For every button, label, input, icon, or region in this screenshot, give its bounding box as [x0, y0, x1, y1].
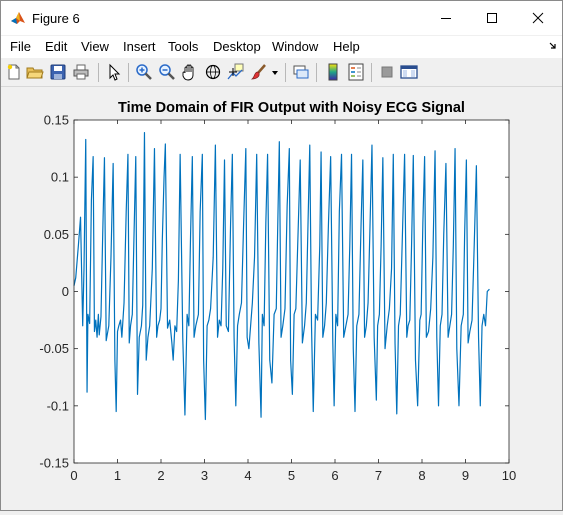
x-tick-label: 1	[114, 468, 121, 483]
x-tick-label: 7	[375, 468, 382, 483]
hide-plot-tools-icon[interactable]	[378, 63, 396, 81]
menu-help[interactable]: Help	[333, 39, 360, 54]
dock-arrow-icon[interactable]	[549, 42, 557, 50]
link-plot-icon[interactable]	[292, 63, 310, 81]
menu-tools[interactable]: Tools	[168, 39, 199, 54]
menu-view[interactable]: View	[81, 39, 109, 54]
x-tick-label: 2	[157, 468, 164, 483]
figure-toolbar	[1, 59, 562, 87]
brush-icon[interactable]	[250, 63, 268, 81]
menu-window[interactable]: Window	[272, 39, 319, 54]
y-tick-label: -0.05	[39, 341, 69, 356]
maximize-icon	[487, 13, 497, 23]
data-cursor-icon[interactable]	[227, 63, 245, 81]
zoom-in-icon[interactable]	[135, 63, 153, 81]
close-icon	[532, 12, 544, 24]
show-plot-tools-icon[interactable]	[400, 63, 418, 81]
edit-plot-arrow-icon[interactable]	[105, 63, 123, 81]
window-title: Figure 6	[32, 11, 80, 26]
pan-hand-icon[interactable]	[181, 63, 199, 81]
brush-dropdown-icon[interactable]	[272, 71, 278, 75]
menu-insert[interactable]: Insert	[123, 39, 156, 54]
open-file-icon[interactable]	[26, 63, 44, 81]
figure-canvas: Time Domain of FIR Output with Noisy ECG…	[1, 87, 562, 510]
axes-background	[74, 120, 509, 463]
y-tick-label: -0.1	[47, 398, 69, 413]
rotate-3d-icon[interactable]	[204, 63, 222, 81]
y-tick-label: 0.15	[44, 113, 69, 128]
x-tick-label: 3	[201, 468, 208, 483]
menu-edit[interactable]: Edit	[45, 39, 68, 54]
chart-title: Time Domain of FIR Output with Noisy ECG…	[118, 100, 465, 116]
line-chart[interactable]: Time Domain of FIR Output with Noisy ECG…	[1, 87, 562, 510]
matlab-logo-icon	[11, 12, 25, 24]
minimize-icon	[441, 18, 451, 19]
new-figure-icon[interactable]	[5, 63, 23, 81]
minimize-button[interactable]	[423, 1, 469, 35]
y-tick-label: 0.1	[51, 170, 69, 185]
axes-box	[73, 119, 510, 464]
maximize-button[interactable]	[469, 1, 515, 35]
x-tick-label: 5	[288, 468, 295, 483]
y-tick-label: 0	[62, 284, 69, 299]
x-tick-label: 9	[462, 468, 469, 483]
menu-desktop[interactable]: Desktop	[213, 39, 261, 54]
title-bar[interactable]: Figure 6	[1, 1, 562, 35]
zoom-out-icon[interactable]	[158, 63, 176, 81]
x-tick-label: 4	[244, 468, 251, 483]
close-button[interactable]	[515, 1, 561, 35]
y-tick-label: 0.05	[44, 227, 69, 242]
y-tick-label: -0.15	[39, 456, 69, 471]
x-tick-label: 0	[70, 468, 77, 483]
menu-bar: File Edit View Insert Tools Desktop Wind…	[1, 36, 562, 58]
x-tick-label: 8	[418, 468, 425, 483]
ecg-series-line	[73, 131, 490, 421]
x-tick-label: 10	[502, 468, 516, 483]
print-icon[interactable]	[72, 63, 90, 81]
save-icon[interactable]	[49, 63, 67, 81]
x-tick-label: 6	[331, 468, 338, 483]
insert-colorbar-icon[interactable]	[324, 63, 342, 81]
insert-legend-icon[interactable]	[347, 63, 365, 81]
menu-file[interactable]: File	[10, 39, 31, 54]
